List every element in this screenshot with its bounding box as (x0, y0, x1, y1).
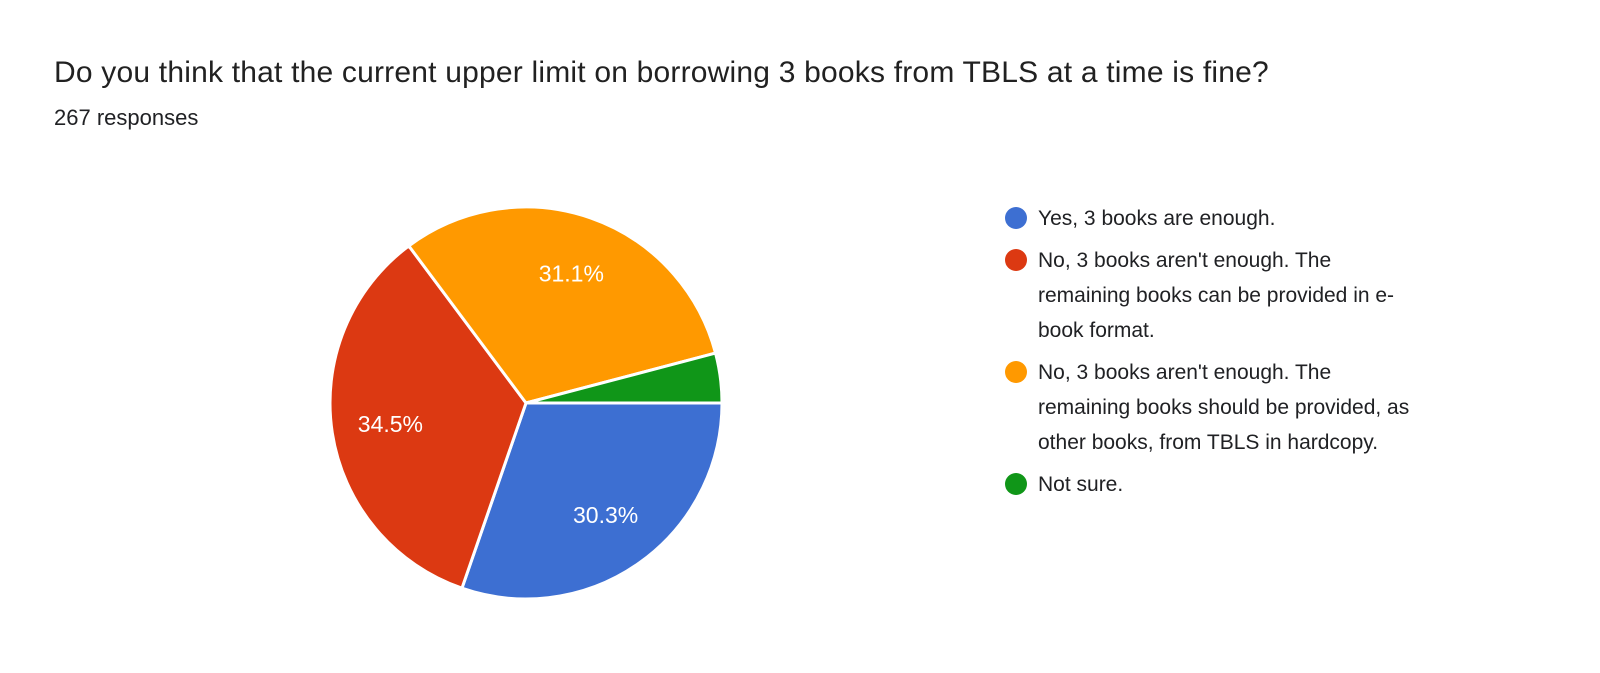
legend-label: No, 3 books aren't enough. The remaining… (1038, 361, 1410, 454)
pie-chart: 30.3% 34.5% 31.1% (328, 205, 724, 601)
legend-swatch-icon (1005, 249, 1027, 271)
legend-item-1: No, 3 books aren't enough. The remaining… (1005, 243, 1525, 348)
legend-swatch-icon (1005, 473, 1027, 495)
pie-slice-label-1: 34.5% (358, 411, 423, 437)
legend-label: Not sure. (1038, 473, 1124, 496)
legend-item-3: Not sure. (1005, 467, 1525, 502)
pie-slice-label-2: 31.1% (539, 261, 604, 287)
legend-swatch-icon (1005, 361, 1027, 383)
legend-label: No, 3 books aren't enough. The remaining… (1038, 249, 1395, 342)
legend-label: Yes, 3 books are enough. (1038, 207, 1276, 230)
pie-slice-label-0: 30.3% (573, 502, 638, 528)
pie-slice-3[interactable] (524, 351, 724, 405)
legend-swatch-icon (1005, 207, 1027, 229)
question-title: Do you think that the current upper limi… (54, 56, 1269, 89)
pie-slice-1[interactable] (328, 244, 528, 590)
response-count: 267 responses (54, 105, 199, 130)
legend-item-2: No, 3 books aren't enough. The remaining… (1005, 355, 1525, 460)
legend: Yes, 3 books are enough. No, 3 books aren… (1005, 201, 1525, 509)
legend-item-0: Yes, 3 books are enough. (1005, 201, 1525, 236)
pie-slice-0[interactable] (460, 401, 724, 601)
pie-slice-2[interactable] (407, 205, 718, 405)
